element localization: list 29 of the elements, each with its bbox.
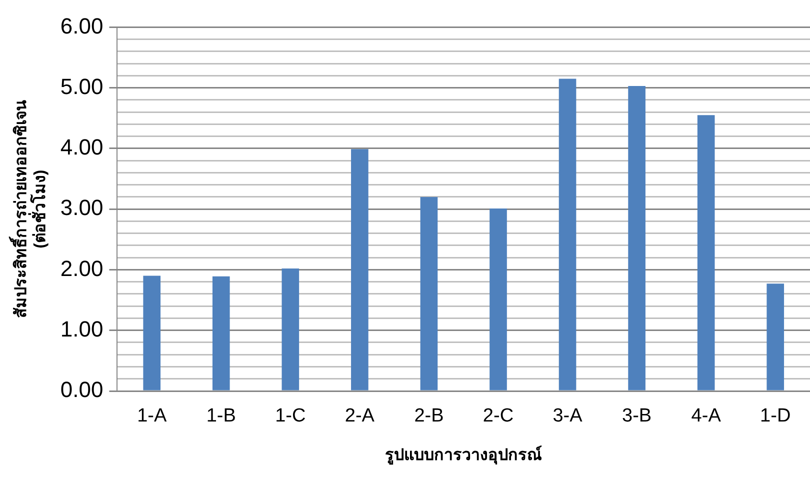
x-tick-label: 3-A (552, 406, 583, 427)
y-tick-label: 1.00 (60, 316, 104, 342)
bar (766, 284, 784, 390)
x-tick-label: 2-B (414, 406, 444, 427)
bar (558, 78, 576, 390)
bar (143, 276, 161, 390)
bar (490, 208, 507, 390)
bar (420, 196, 438, 390)
x-tick-label: 1-B (206, 406, 236, 427)
x-tick-label: 2-A (344, 406, 375, 427)
x-tick-label: 1-D (760, 406, 791, 427)
y-tick-label: 6.00 (60, 13, 104, 38)
x-tick-label: 1-C (275, 406, 306, 427)
bar (351, 149, 368, 390)
x-tick-label: 4-A (691, 406, 722, 427)
y-tick-label: 5.00 (60, 74, 104, 99)
y-tick-label: 3.00 (60, 195, 104, 220)
x-tick-label: 3-B (622, 406, 652, 427)
bar (628, 86, 646, 390)
bar (282, 268, 300, 390)
y-tick-label: 2.00 (60, 256, 104, 281)
bar (697, 115, 715, 390)
y-tick-label: 0.00 (60, 377, 104, 402)
x-tick-label: 2-C (482, 406, 514, 427)
bar (212, 276, 230, 390)
x-axis-title: รูปแบบการวางอุปกรณ์ (385, 444, 542, 466)
x-tick-label: 1-A (137, 406, 167, 427)
y-axis-title: สัมประสิทธิ์การถ่ายเทออกซิเจน (ต่อชั่วโมง) (9, 100, 50, 318)
y-tick-label: 4.00 (60, 134, 104, 160)
